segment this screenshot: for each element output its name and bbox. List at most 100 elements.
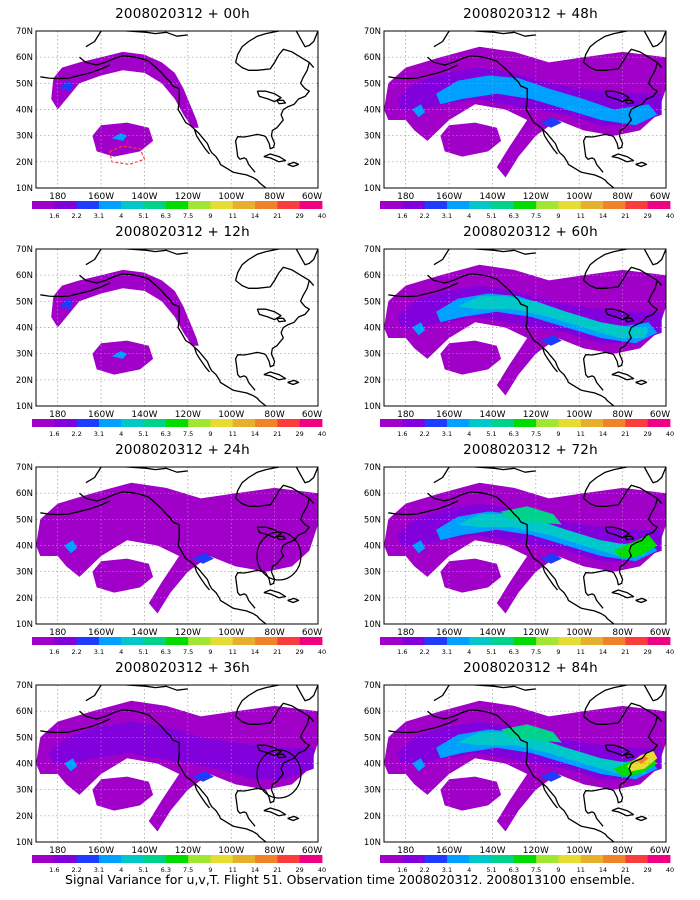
colorbar-swatch — [188, 637, 211, 645]
colorbar-label: 14 — [599, 212, 607, 220]
coastline — [624, 753, 635, 759]
variance-contour-fill — [436, 75, 658, 126]
colorbar-label: 1.6 — [397, 866, 407, 874]
colorbar-swatch — [424, 637, 448, 645]
colorbar-swatch — [469, 419, 492, 427]
colorbar-swatch — [143, 419, 167, 427]
colorbar-label: 21 — [621, 430, 629, 438]
panel-title: 2008020312 + 00h — [115, 6, 250, 22]
colorbar-swatch — [32, 855, 55, 863]
lat-tick-label: 40N — [364, 760, 381, 770]
colorbar-swatch — [647, 855, 671, 863]
lon-tick-label: 60W — [302, 192, 322, 202]
colorbar-label: 14 — [251, 648, 259, 656]
colorbar-swatch — [54, 855, 78, 863]
colorbar-label: 3.1 — [442, 212, 452, 220]
coastline — [295, 467, 318, 484]
colorbar-swatch — [299, 419, 323, 427]
lon-tick-label: 160W — [88, 410, 114, 420]
colorbar-swatch — [121, 855, 144, 863]
colorbar-label: 6.3 — [161, 648, 171, 656]
lon-tick-label: 160W — [88, 628, 114, 638]
coastline — [263, 589, 287, 599]
lon-tick-label: 180 — [49, 192, 66, 202]
colorbar-swatch — [625, 637, 649, 645]
variance-contour-fill — [412, 758, 426, 772]
colorbar-label: 9 — [208, 866, 212, 874]
observation-region-circle — [256, 531, 302, 581]
colorbar-label: 11 — [229, 430, 237, 438]
colorbar-swatch — [513, 419, 537, 427]
colorbar-swatch — [32, 201, 55, 209]
lat-tick-label: 60N — [16, 707, 33, 717]
colorbar-swatch — [580, 419, 604, 427]
colorbar-swatch — [210, 419, 234, 427]
variance-map: 10N 20N 30N 40N 50N 60N 70N 180 160W 140W 120W 100W… — [364, 681, 674, 874]
colorbar-label: 4 — [467, 648, 471, 656]
lat-tick-label: 20N — [16, 158, 33, 168]
coastline — [276, 753, 287, 759]
lon-tick-label: 140W — [479, 628, 505, 638]
colorbar-label: 11 — [577, 648, 585, 656]
lat-tick-label: 20N — [364, 594, 381, 604]
coastline — [287, 815, 300, 822]
coastline — [433, 31, 536, 48]
variance-contour-fill — [635, 755, 649, 764]
colorbar-label: 9 — [208, 430, 212, 438]
coastline — [583, 484, 663, 507]
lon-tick-label: 180 — [49, 846, 66, 856]
variance-contour-fill — [36, 482, 318, 614]
colorbar-swatch — [76, 201, 100, 209]
colorbar-label: 2.2 — [71, 648, 81, 656]
coastline — [665, 85, 666, 88]
lat-tick-label: 40N — [16, 760, 33, 770]
colorbar-swatch — [603, 637, 626, 645]
lon-tick-label: 160W — [88, 846, 114, 856]
map-panel: 2008020312 + 00h 10N 20N 30N 40N 50N 60N 70N 180… — [10, 6, 355, 222]
variance-contour-fill — [440, 776, 502, 811]
colorbar-label: 40 — [318, 648, 326, 656]
lat-tick-label: 70N — [16, 245, 33, 255]
colorbar-label: 1.6 — [397, 430, 407, 438]
coastline — [635, 161, 648, 168]
coastline — [40, 282, 111, 298]
coastline — [193, 128, 211, 155]
colorbar-label: 6.3 — [509, 430, 519, 438]
lat-tick-label: 70N — [364, 681, 381, 691]
lon-tick-label: 160W — [88, 192, 114, 202]
coastline — [388, 282, 459, 298]
colorbar-swatch — [188, 201, 211, 209]
panel-title: 2008020312 + 72h — [463, 442, 598, 458]
colorbar-swatch — [580, 637, 604, 645]
coastline — [234, 498, 310, 609]
colorbar-swatch — [143, 855, 167, 863]
variance-contour-fill — [111, 351, 128, 359]
colorbar-label: 5.1 — [486, 648, 496, 656]
coastline — [583, 266, 663, 289]
variance-map: 10N 20N 30N 40N 50N 60N 70N 180 160W 140W 120W 100W… — [16, 681, 326, 874]
lat-tick-label: 50N — [364, 515, 381, 525]
coastline — [235, 266, 315, 289]
lon-tick-label: 120W — [523, 628, 549, 638]
colorbar-label: 7.5 — [183, 866, 193, 874]
colorbar-label: 3.1 — [94, 648, 104, 656]
colorbar-swatch — [558, 637, 582, 645]
coastline — [263, 807, 287, 817]
variance-map: 10N 20N 30N 40N 50N 60N 70N 180 160W 140W 120W 100W… — [364, 27, 674, 220]
coastline — [433, 467, 536, 484]
colorbar-swatch — [54, 637, 78, 645]
lon-tick-label: 80W — [612, 628, 632, 638]
lat-tick-label: 20N — [364, 376, 381, 386]
colorbar-swatch — [255, 419, 278, 427]
colorbar-swatch — [491, 201, 515, 209]
colorbar-swatch — [98, 855, 122, 863]
lat-tick-label: 10N — [16, 184, 33, 194]
colorbar-label: 5.1 — [138, 430, 148, 438]
colorbar-swatch — [98, 201, 122, 209]
lat-tick-label: 10N — [16, 402, 33, 412]
colorbar-label: 6.3 — [161, 866, 171, 874]
observation-region-circle — [256, 749, 302, 799]
lat-tick-label: 20N — [16, 594, 33, 604]
coastline — [317, 521, 318, 524]
variance-contour-fill — [540, 553, 562, 564]
